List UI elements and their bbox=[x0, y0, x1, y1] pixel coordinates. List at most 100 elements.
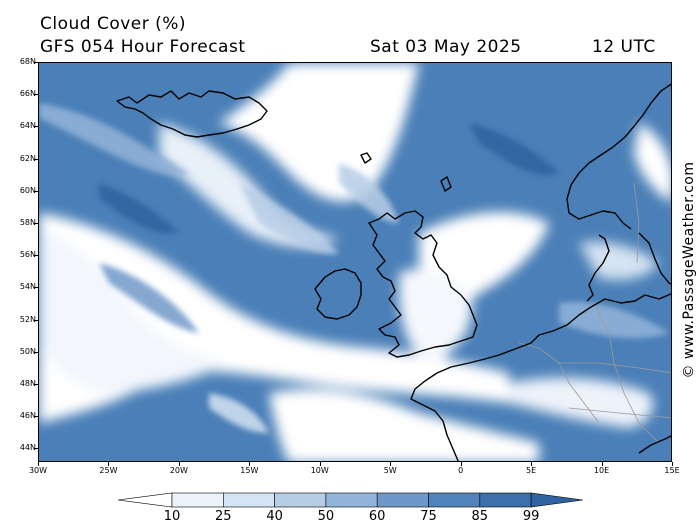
lat-label-56n: 56N bbox=[19, 250, 36, 260]
coast-ireland bbox=[314, 268, 362, 320]
scale-label-50: 50 bbox=[317, 509, 335, 524]
lat-label-68n: 68N bbox=[19, 57, 36, 66]
lon-label-15e: 15E bbox=[664, 466, 680, 475]
lat-tick bbox=[34, 448, 38, 449]
lon-tick bbox=[249, 462, 251, 466]
coast-iceland bbox=[116, 90, 268, 138]
lat-tick bbox=[34, 62, 38, 63]
cloud-streak-6 bbox=[469, 123, 559, 176]
clear-region-france bbox=[509, 377, 653, 428]
lon-label-5w: 5W bbox=[383, 466, 397, 475]
lat-label-44n: 44N bbox=[19, 443, 36, 452]
lon-tick bbox=[38, 462, 39, 466]
coast-denmark bbox=[586, 234, 610, 302]
scale-label-75: 75 bbox=[420, 509, 437, 524]
lon-label-20w: 20W bbox=[169, 466, 188, 475]
lat-tick bbox=[34, 255, 38, 257]
clear-region-britain bbox=[399, 269, 472, 363]
chart-title: Cloud Cover (%) bbox=[40, 14, 187, 34]
lat-label-52n: 52N bbox=[19, 314, 36, 324]
lat-tick bbox=[34, 126, 38, 128]
forecast-subtitle: GFS 054 Hour Forecast bbox=[40, 37, 246, 57]
lon-label-0: 0 bbox=[458, 466, 464, 475]
lat-label-58n: 58N bbox=[19, 218, 36, 227]
coastlines bbox=[116, 83, 671, 461]
lon-label-15w: 15W bbox=[240, 466, 259, 475]
copyright-credit: © www.PassageWeather.com bbox=[681, 161, 697, 379]
lon-label-5e: 5E bbox=[526, 466, 537, 475]
lon-label-30w: 30W bbox=[28, 466, 48, 475]
coast-britain bbox=[368, 210, 478, 358]
scale-label-60: 60 bbox=[368, 509, 386, 524]
lat-label-50n: 50N bbox=[19, 346, 36, 356]
lon-tick bbox=[672, 462, 673, 466]
lat-tick bbox=[34, 351, 38, 353]
lat-tick bbox=[34, 384, 38, 385]
cloud-streak-4 bbox=[339, 163, 399, 223]
country-borders bbox=[518, 182, 671, 444]
scale-arrow-low bbox=[117, 492, 173, 508]
lon-tick bbox=[108, 462, 110, 466]
forecast-date: Sat 03 May 2025 bbox=[370, 37, 522, 57]
lon-tick bbox=[390, 462, 392, 466]
clear-region-biscay bbox=[269, 389, 539, 461]
lat-label-66n: 66N bbox=[19, 89, 36, 99]
cloud-cover-map[interactable] bbox=[38, 62, 672, 462]
lon-tick bbox=[531, 462, 533, 466]
lon-label-25w: 25W bbox=[99, 466, 118, 475]
cloud-streak-1 bbox=[39, 103, 189, 176]
coast-faroes bbox=[360, 152, 372, 164]
cloud-field bbox=[39, 63, 671, 461]
cloud-streak-5 bbox=[559, 302, 669, 339]
lat-label-62n: 62N bbox=[19, 153, 36, 163]
clear-region-denmark bbox=[579, 241, 659, 280]
lat-label-54n: 54N bbox=[19, 282, 36, 292]
lat-tick bbox=[34, 287, 38, 289]
scale-segment bbox=[376, 492, 429, 508]
lat-label-64n: 64N bbox=[19, 121, 36, 131]
clear-region-north-2 bbox=[159, 123, 339, 248]
scale-label-25: 25 bbox=[215, 509, 232, 524]
map-canvas bbox=[39, 63, 671, 461]
scale-segment bbox=[479, 492, 532, 508]
clear-region-north bbox=[219, 63, 419, 202]
scale-segment bbox=[223, 492, 275, 508]
coast-norway bbox=[566, 83, 671, 230]
coast-continent bbox=[410, 293, 671, 461]
scale-segment bbox=[171, 492, 224, 508]
lat-tick bbox=[34, 223, 38, 224]
lat-tick bbox=[34, 416, 38, 418]
scale-segment bbox=[325, 492, 378, 508]
lon-tick bbox=[601, 462, 603, 466]
lon-tick bbox=[319, 462, 321, 466]
lat-label-46n: 46N bbox=[19, 411, 36, 421]
lon-tick bbox=[460, 462, 462, 466]
coast-sweden bbox=[638, 232, 671, 285]
scale-label-85: 85 bbox=[471, 509, 489, 524]
lon-tick bbox=[178, 462, 180, 466]
lat-tick bbox=[34, 190, 38, 192]
lon-label-10w: 10W bbox=[310, 466, 329, 475]
cloud-streak-7 bbox=[99, 183, 179, 234]
cloud-streak-8 bbox=[209, 393, 269, 433]
coast-shetland bbox=[440, 176, 452, 192]
lat-tick bbox=[34, 94, 38, 96]
lat-tick bbox=[34, 319, 38, 321]
scale-arrow-high bbox=[530, 492, 584, 508]
coast-mediterranean bbox=[638, 435, 671, 454]
clear-region-scandinavia bbox=[634, 123, 671, 202]
scale-label-40: 40 bbox=[266, 509, 283, 524]
lon-label-10e: 10E bbox=[593, 466, 610, 475]
lat-tick bbox=[34, 158, 38, 160]
cloud-streak-2 bbox=[239, 183, 339, 254]
lat-label-48n: 48N bbox=[19, 379, 36, 388]
clear-region-west bbox=[39, 228, 229, 393]
cloud-streak-3 bbox=[99, 263, 199, 333]
forecast-time: 12 UTC bbox=[592, 37, 656, 57]
scale-segment bbox=[428, 492, 481, 508]
color-scale-bar bbox=[117, 492, 584, 508]
scale-label-10: 10 bbox=[163, 509, 181, 524]
lat-label-60n: 60N bbox=[19, 185, 36, 195]
scale-label-99: 99 bbox=[522, 509, 540, 524]
scale-segment bbox=[274, 492, 327, 508]
